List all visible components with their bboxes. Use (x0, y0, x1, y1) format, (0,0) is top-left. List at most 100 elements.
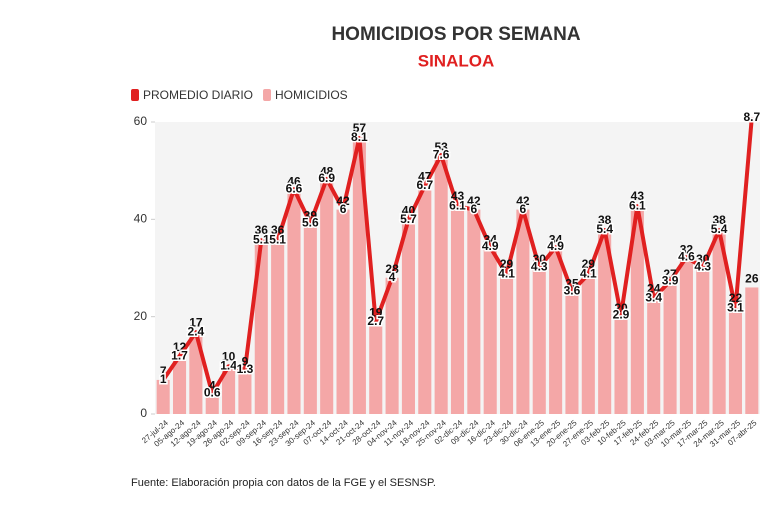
bar-label: 30 (533, 252, 547, 266)
bar-label: 26 (745, 272, 759, 286)
line-label: 6 (471, 202, 478, 216)
line-label: 5.4 (596, 222, 613, 236)
bar (630, 204, 644, 414)
bar-label: 29 (582, 257, 596, 271)
bar-label: 9 (242, 354, 249, 368)
legend-label: HOMICIDIOS (275, 88, 348, 102)
bar (696, 268, 710, 414)
bar (418, 185, 432, 414)
bar (565, 292, 579, 414)
bar-label: 4 (209, 379, 216, 393)
bar-label: 10 (222, 350, 236, 364)
line-label: 3.4 (645, 290, 662, 304)
bar-label: 28 (385, 262, 399, 276)
bar (745, 287, 759, 414)
line (161, 117, 754, 396)
bar (434, 156, 448, 415)
bar-label: 27 (663, 267, 677, 281)
line-label: 4.6 (678, 249, 695, 263)
bar (401, 219, 415, 414)
bar-label: 30 (696, 252, 710, 266)
bar (663, 282, 677, 414)
bar-label: 22 (729, 291, 743, 305)
bar-label: 12 (173, 340, 187, 354)
bar (679, 258, 693, 414)
bar (271, 238, 285, 414)
bar-label: 19 (369, 306, 383, 320)
bar (320, 180, 334, 414)
bar-label: 36 (255, 223, 269, 237)
line-label: 6.7 (416, 178, 433, 192)
bar (336, 209, 350, 414)
line-label: 1.3 (237, 362, 254, 376)
bar (500, 272, 514, 414)
bar (222, 365, 236, 414)
bar (581, 272, 595, 414)
bar-label: 20 (614, 301, 628, 315)
bar (205, 394, 219, 414)
bar (728, 306, 743, 414)
legend-label: PROMEDIO DIARIO (143, 88, 253, 102)
line-label: 3.9 (662, 273, 679, 287)
line-label: 4.1 (580, 266, 597, 280)
line-label: 5.1 (253, 232, 270, 246)
line-label: 4.9 (547, 239, 564, 253)
bar (450, 204, 465, 414)
line-label: 6.1 (449, 198, 466, 212)
bar-label: 47 (418, 169, 432, 183)
bar-label: 48 (320, 165, 334, 179)
line-label: 6.6 (286, 181, 303, 195)
bar-label: 42 (336, 194, 350, 208)
line-label: 2.9 (613, 307, 630, 321)
bar (483, 248, 497, 414)
y-tick-label: 20 (134, 309, 148, 323)
line-label: 2.7 (367, 314, 384, 328)
y-tick-label: 0 (140, 406, 147, 420)
bar (712, 229, 726, 414)
line-label: 8.7 (743, 110, 760, 124)
y-tick-label: 60 (134, 114, 148, 128)
bar (467, 209, 481, 414)
line-label: 8.1 (351, 130, 368, 144)
bar-label: 43 (631, 189, 645, 203)
line-label: 6 (520, 202, 527, 216)
line-label: 4 (389, 270, 396, 284)
bar (549, 248, 563, 414)
bar-label: 38 (598, 213, 612, 227)
line-label: 5.7 (400, 212, 417, 226)
bar-label: 57 (353, 121, 367, 135)
bar (385, 277, 399, 414)
bar (238, 370, 252, 414)
line-label: 2.4 (188, 324, 205, 338)
bar (532, 268, 546, 414)
bar-label: 32 (680, 242, 694, 256)
bar (352, 136, 366, 414)
line-label: 3.6 (564, 284, 581, 298)
bar-label: 34 (484, 233, 498, 247)
bar (254, 238, 268, 414)
bar-label: 46 (287, 174, 301, 188)
line-label: 4.3 (694, 260, 711, 274)
bar-label: 38 (712, 213, 726, 227)
bar (516, 209, 530, 414)
bar (369, 321, 383, 414)
bar-label: 36 (271, 223, 285, 237)
bar (156, 379, 170, 414)
bar-label: 29 (500, 257, 514, 271)
bar-label: 53 (434, 140, 448, 154)
line-label: 6 (340, 202, 347, 216)
line-label: 6.1 (629, 198, 646, 212)
y-tick-label: 40 (134, 212, 148, 226)
bar (647, 297, 661, 414)
chart-title: HOMICIDIOS POR SEMANA (331, 24, 580, 45)
line-label: 5.1 (269, 232, 286, 246)
bar-label: 43 (451, 189, 465, 203)
bar-label: 24 (647, 281, 661, 295)
legend-swatch (263, 89, 272, 101)
bar (598, 229, 612, 414)
bar-label: 42 (516, 194, 530, 208)
legend-swatch (131, 89, 139, 101)
bar-label: 39 (304, 208, 318, 222)
line-label: 7.6 (433, 147, 450, 161)
